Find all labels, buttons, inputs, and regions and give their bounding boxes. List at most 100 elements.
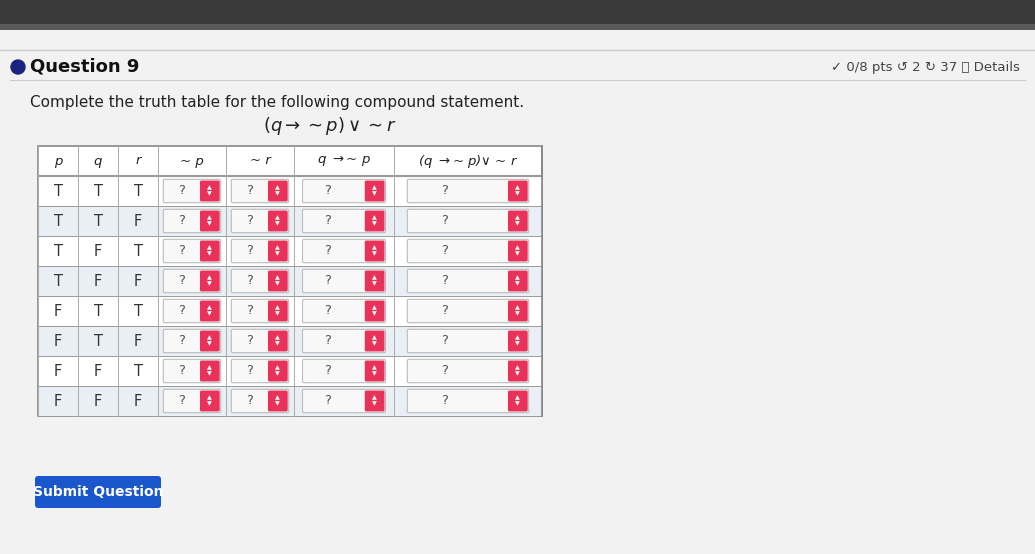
Text: F: F — [54, 393, 62, 408]
Text: ?: ? — [441, 335, 448, 347]
Text: ▼: ▼ — [275, 342, 280, 347]
Text: ?: ? — [245, 184, 253, 197]
Text: ▲: ▲ — [275, 305, 280, 310]
Text: ▼: ▼ — [275, 252, 280, 257]
Text: ▲: ▲ — [515, 365, 521, 370]
FancyBboxPatch shape — [268, 391, 288, 412]
FancyBboxPatch shape — [364, 270, 384, 291]
Text: F: F — [134, 334, 142, 348]
Text: F: F — [134, 274, 142, 289]
Text: ▲: ▲ — [373, 365, 377, 370]
Text: q $\rightarrow$~ p: q $\rightarrow$~ p — [317, 153, 371, 168]
Text: ?: ? — [441, 305, 448, 317]
Text: ▼: ▼ — [207, 372, 212, 377]
FancyBboxPatch shape — [164, 239, 220, 263]
FancyBboxPatch shape — [200, 300, 219, 321]
FancyBboxPatch shape — [38, 326, 542, 356]
FancyBboxPatch shape — [38, 386, 542, 416]
FancyBboxPatch shape — [200, 240, 219, 261]
FancyBboxPatch shape — [231, 389, 289, 413]
FancyBboxPatch shape — [508, 331, 528, 351]
FancyBboxPatch shape — [38, 206, 542, 236]
FancyBboxPatch shape — [302, 329, 385, 353]
Text: ▲: ▲ — [207, 335, 212, 340]
FancyBboxPatch shape — [200, 391, 219, 412]
Text: ▼: ▼ — [373, 282, 377, 287]
Text: ▼: ▼ — [207, 222, 212, 227]
Text: F: F — [134, 393, 142, 408]
Text: ▼: ▼ — [207, 192, 212, 197]
FancyBboxPatch shape — [364, 181, 384, 202]
Text: T: T — [93, 334, 102, 348]
Text: ?: ? — [325, 335, 331, 347]
FancyBboxPatch shape — [268, 361, 288, 382]
FancyBboxPatch shape — [164, 299, 220, 322]
Text: ?: ? — [441, 274, 448, 288]
Text: T: T — [134, 183, 143, 198]
Text: ?: ? — [441, 214, 448, 228]
Text: F: F — [94, 363, 102, 378]
Text: ▼: ▼ — [207, 342, 212, 347]
FancyBboxPatch shape — [164, 269, 220, 293]
Text: ▼: ▼ — [207, 252, 212, 257]
Text: ?: ? — [178, 305, 184, 317]
FancyBboxPatch shape — [408, 299, 529, 322]
Text: ▲: ▲ — [275, 185, 280, 190]
Text: T: T — [134, 363, 143, 378]
Text: ▲: ▲ — [515, 185, 521, 190]
FancyBboxPatch shape — [302, 269, 385, 293]
Text: ▼: ▼ — [373, 342, 377, 347]
Text: ▲: ▲ — [207, 275, 212, 280]
Text: ?: ? — [178, 394, 184, 408]
Text: ▲: ▲ — [207, 305, 212, 310]
Text: ?: ? — [325, 244, 331, 258]
FancyBboxPatch shape — [268, 240, 288, 261]
Text: ▲: ▲ — [373, 185, 377, 190]
FancyBboxPatch shape — [364, 331, 384, 351]
Text: ▲: ▲ — [373, 275, 377, 280]
Text: ▲: ▲ — [515, 275, 521, 280]
FancyBboxPatch shape — [508, 211, 528, 232]
FancyBboxPatch shape — [35, 476, 161, 508]
FancyBboxPatch shape — [268, 181, 288, 202]
FancyBboxPatch shape — [268, 211, 288, 232]
FancyBboxPatch shape — [408, 329, 529, 353]
Text: ▼: ▼ — [373, 222, 377, 227]
FancyBboxPatch shape — [302, 239, 385, 263]
Text: T: T — [134, 304, 143, 319]
Text: ▲: ▲ — [515, 395, 521, 401]
Text: q: q — [94, 155, 102, 167]
Text: ▲: ▲ — [515, 245, 521, 250]
FancyBboxPatch shape — [302, 389, 385, 413]
Text: ?: ? — [178, 365, 184, 377]
Text: ?: ? — [245, 305, 253, 317]
Text: ▼: ▼ — [515, 342, 521, 347]
FancyBboxPatch shape — [231, 239, 289, 263]
Text: ▲: ▲ — [207, 245, 212, 250]
Text: ▼: ▼ — [207, 312, 212, 317]
FancyBboxPatch shape — [200, 331, 219, 351]
FancyBboxPatch shape — [364, 240, 384, 261]
FancyBboxPatch shape — [508, 300, 528, 321]
Text: ▲: ▲ — [515, 216, 521, 220]
Text: ?: ? — [441, 184, 448, 197]
FancyBboxPatch shape — [508, 240, 528, 261]
FancyBboxPatch shape — [200, 211, 219, 232]
Text: ▼: ▼ — [373, 312, 377, 317]
Text: ▲: ▲ — [275, 245, 280, 250]
Text: $(q\rightarrow\sim p)\vee\sim r$: $(q\rightarrow\sim p)\vee\sim r$ — [263, 115, 396, 137]
FancyBboxPatch shape — [38, 236, 542, 266]
FancyBboxPatch shape — [364, 211, 384, 232]
Text: ?: ? — [325, 305, 331, 317]
Text: T: T — [134, 244, 143, 259]
Text: T: T — [54, 213, 62, 228]
Text: ▲: ▲ — [373, 335, 377, 340]
Text: T: T — [93, 213, 102, 228]
FancyBboxPatch shape — [38, 266, 542, 296]
FancyBboxPatch shape — [0, 0, 1035, 24]
Text: p: p — [54, 155, 62, 167]
FancyBboxPatch shape — [164, 209, 220, 233]
Text: T: T — [54, 274, 62, 289]
Text: ▼: ▼ — [275, 372, 280, 377]
Text: ~ r: ~ r — [249, 155, 270, 167]
